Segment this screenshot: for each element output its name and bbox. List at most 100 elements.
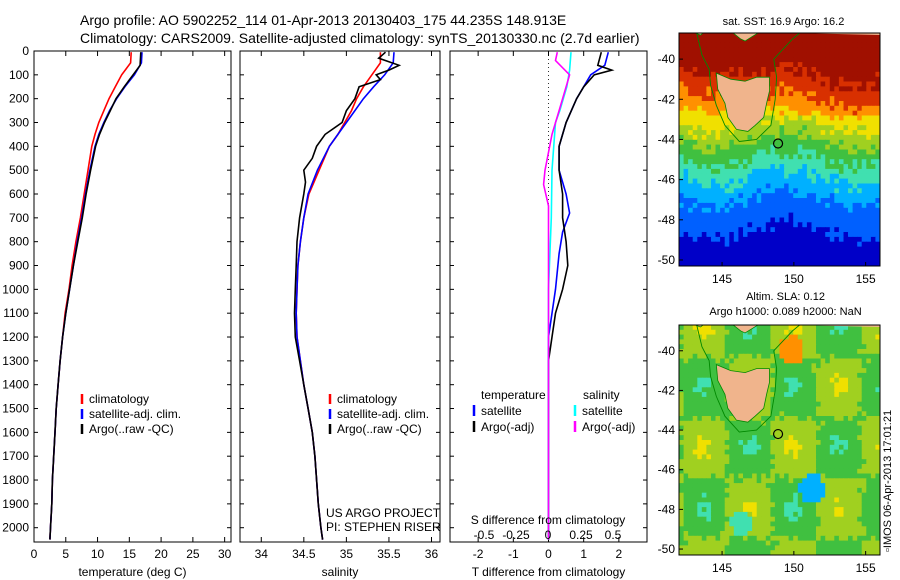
temperature-xtick-label: 5 bbox=[62, 547, 69, 561]
depth-tick-label: 1700 bbox=[2, 449, 29, 463]
sla-map-subtitle: Argo h1000: 0.089 h2000: NaN bbox=[709, 306, 861, 318]
temperature-xtick-label: 30 bbox=[218, 547, 232, 561]
salinity-line-argo-raw-qc- bbox=[293, 51, 402, 540]
salinity-xtick-label: 36 bbox=[425, 547, 439, 561]
sst-map-xtick-label: 150 bbox=[784, 272, 804, 286]
temperature-legend-label: satellite-adj. clim. bbox=[89, 407, 181, 421]
sst-map-ytick-label: -50 bbox=[658, 253, 676, 267]
depth-tick-label: 500 bbox=[9, 163, 29, 177]
depth-tick-label: 800 bbox=[9, 235, 29, 249]
imos-timestamp: ▫IMOS 06-Apr-2013 17:01:21 bbox=[882, 410, 894, 552]
difference-top-xlabel: S difference from climatology bbox=[471, 513, 626, 527]
sst-map-xtick-label: 155 bbox=[856, 272, 876, 286]
depth-tick-label: 700 bbox=[9, 211, 29, 225]
depth-tick-label: 1800 bbox=[2, 473, 29, 487]
imos-timestamp-text: IMOS 06-Apr-2013 17:01:21 bbox=[882, 409, 894, 549]
difference-top-xtick-label: 0.25 bbox=[569, 528, 593, 542]
salinity-xtick-label: 34 bbox=[255, 547, 269, 561]
temperature-xtick-label: 10 bbox=[91, 547, 105, 561]
legend-header-salinity: salinity bbox=[583, 388, 620, 402]
sla-map-xtick-label: 150 bbox=[784, 561, 804, 575]
sla-map-title: Altim. SLA: 0.12 bbox=[746, 291, 825, 303]
salinity-legend-label: satellite-adj. clim. bbox=[337, 407, 429, 421]
sla-map-ytick-label: -44 bbox=[658, 423, 676, 437]
depth-tick-label: 200 bbox=[9, 92, 29, 106]
difference-xtick-label: -1 bbox=[508, 547, 519, 561]
project-annotation: PI: STEPHEN RISER bbox=[326, 520, 441, 534]
temperature-legend-label: climatology bbox=[89, 392, 149, 406]
argo-float-marker bbox=[772, 138, 784, 149]
difference-xtick-label: 2 bbox=[616, 547, 623, 561]
figure-title-line2: Climatology: CARS2009. Satellite-adjuste… bbox=[80, 30, 640, 46]
salinity-xtick-label: 34.5 bbox=[292, 547, 316, 561]
difference-legend-label: satellite bbox=[481, 404, 522, 418]
tasmania-shape bbox=[715, 364, 770, 423]
sla-map-xtick-label: 155 bbox=[856, 561, 876, 575]
imos-square-icon: ▫ bbox=[882, 548, 894, 552]
difference-xtick-label: 1 bbox=[580, 547, 587, 561]
difference-legend-label: Argo(-adj) bbox=[582, 420, 635, 434]
sst-map-panel: 145 150 155 -40 -42 -44 -46 -48 -50 sat. SST: 16.… bbox=[658, 16, 881, 286]
temperature-xtick-label: 15 bbox=[123, 547, 137, 561]
sla-map-ytick-label: -42 bbox=[658, 383, 676, 397]
temperature-xtick-label: 25 bbox=[186, 547, 200, 561]
salinity-legend-label: climatology bbox=[337, 392, 397, 406]
temperature-axes-frame bbox=[33, 50, 232, 543]
difference-top-xtick-label: 0 bbox=[545, 528, 552, 542]
depth-tick-label: 100 bbox=[9, 68, 29, 82]
sst-map-axes-frame bbox=[678, 32, 881, 267]
tasmania-shape bbox=[715, 72, 770, 132]
difference-legend-label: Argo(-adj) bbox=[481, 420, 534, 434]
sst-map-title: sat. SST: 16.9 Argo: 16.2 bbox=[723, 16, 845, 28]
depth-tick-label: 1600 bbox=[2, 425, 29, 439]
sst-map-ytick-label: -42 bbox=[658, 92, 676, 106]
depth-tick-label: 1900 bbox=[2, 497, 29, 511]
mainland-australia-shape bbox=[679, 33, 759, 42]
temperature-panel: 0 5 10 15 20 25 300100200300400500600700800900… bbox=[2, 44, 231, 579]
figure-title-line1: Argo profile: AO 5902252_114 01-Apr-2013… bbox=[80, 12, 567, 28]
depth-tick-label: 1500 bbox=[2, 402, 29, 416]
sst-map-ytick-label: -46 bbox=[658, 173, 676, 187]
temperature-xlabel: temperature (deg C) bbox=[78, 565, 186, 579]
depth-tick-label: 1300 bbox=[2, 354, 29, 368]
project-annotation: US ARGO PROJECT bbox=[326, 506, 441, 520]
temperature-xtick-label: 0 bbox=[31, 547, 38, 561]
sst-map-ytick-label: -44 bbox=[658, 132, 676, 146]
depth-tick-label: 2000 bbox=[2, 521, 29, 535]
difference-top-xtick-label: -0.5 bbox=[474, 528, 495, 542]
sla-map-axes-frame bbox=[678, 324, 881, 556]
depth-tick-label: 600 bbox=[9, 187, 29, 201]
difference-line-salinity-argo-adj- bbox=[542, 52, 571, 540]
depth-tick-label: 0 bbox=[22, 44, 29, 58]
salinity-xtick-label: 35 bbox=[340, 547, 354, 561]
difference-legend-label: satellite bbox=[582, 404, 623, 418]
difference-xtick-label: -2 bbox=[473, 547, 484, 561]
difference-top-xtick-label: -0.25 bbox=[502, 528, 530, 542]
sla-map-panel: 145 150 155 -40 -42 -44 -46 -48 -50 Altim. SLA: 0… bbox=[658, 291, 881, 575]
salinity-panel: 34 34.5 35 35.5 36 salinity bbox=[239, 50, 441, 579]
temperature-legend-label: Argo(..raw -QC) bbox=[89, 422, 174, 436]
argo-float-marker bbox=[772, 428, 784, 440]
difference-xtick-label: 0 bbox=[545, 547, 552, 561]
sla-map-xtick-label: 145 bbox=[712, 561, 732, 575]
shelf-contour-line bbox=[696, 325, 800, 433]
shelf-contour-line bbox=[696, 33, 800, 142]
mainland-east-shape bbox=[757, 33, 880, 36]
depth-tick-label: 900 bbox=[9, 259, 29, 273]
salinity-xlabel: salinity bbox=[322, 565, 359, 579]
difference-top-xtick-label: 0.5 bbox=[605, 528, 622, 542]
sla-map-ytick-label: -48 bbox=[658, 502, 676, 516]
depth-tick-label: 300 bbox=[9, 116, 29, 130]
depth-tick-label: 400 bbox=[9, 139, 29, 153]
temperature-line-argo-raw-qc- bbox=[49, 52, 142, 540]
sst-map-xtick-label: 145 bbox=[712, 272, 732, 286]
depth-tick-label: 1400 bbox=[2, 378, 29, 392]
difference-xlabel: T difference from climatology bbox=[472, 565, 626, 579]
sla-map-field bbox=[679, 325, 880, 555]
salinity-legend-label: Argo(..raw -QC) bbox=[337, 422, 422, 436]
mainland-australia-shape bbox=[679, 325, 759, 334]
depth-tick-label: 1200 bbox=[2, 330, 29, 344]
depth-tick-label: 1000 bbox=[2, 282, 29, 296]
sla-map-ytick-label: -46 bbox=[658, 463, 676, 477]
